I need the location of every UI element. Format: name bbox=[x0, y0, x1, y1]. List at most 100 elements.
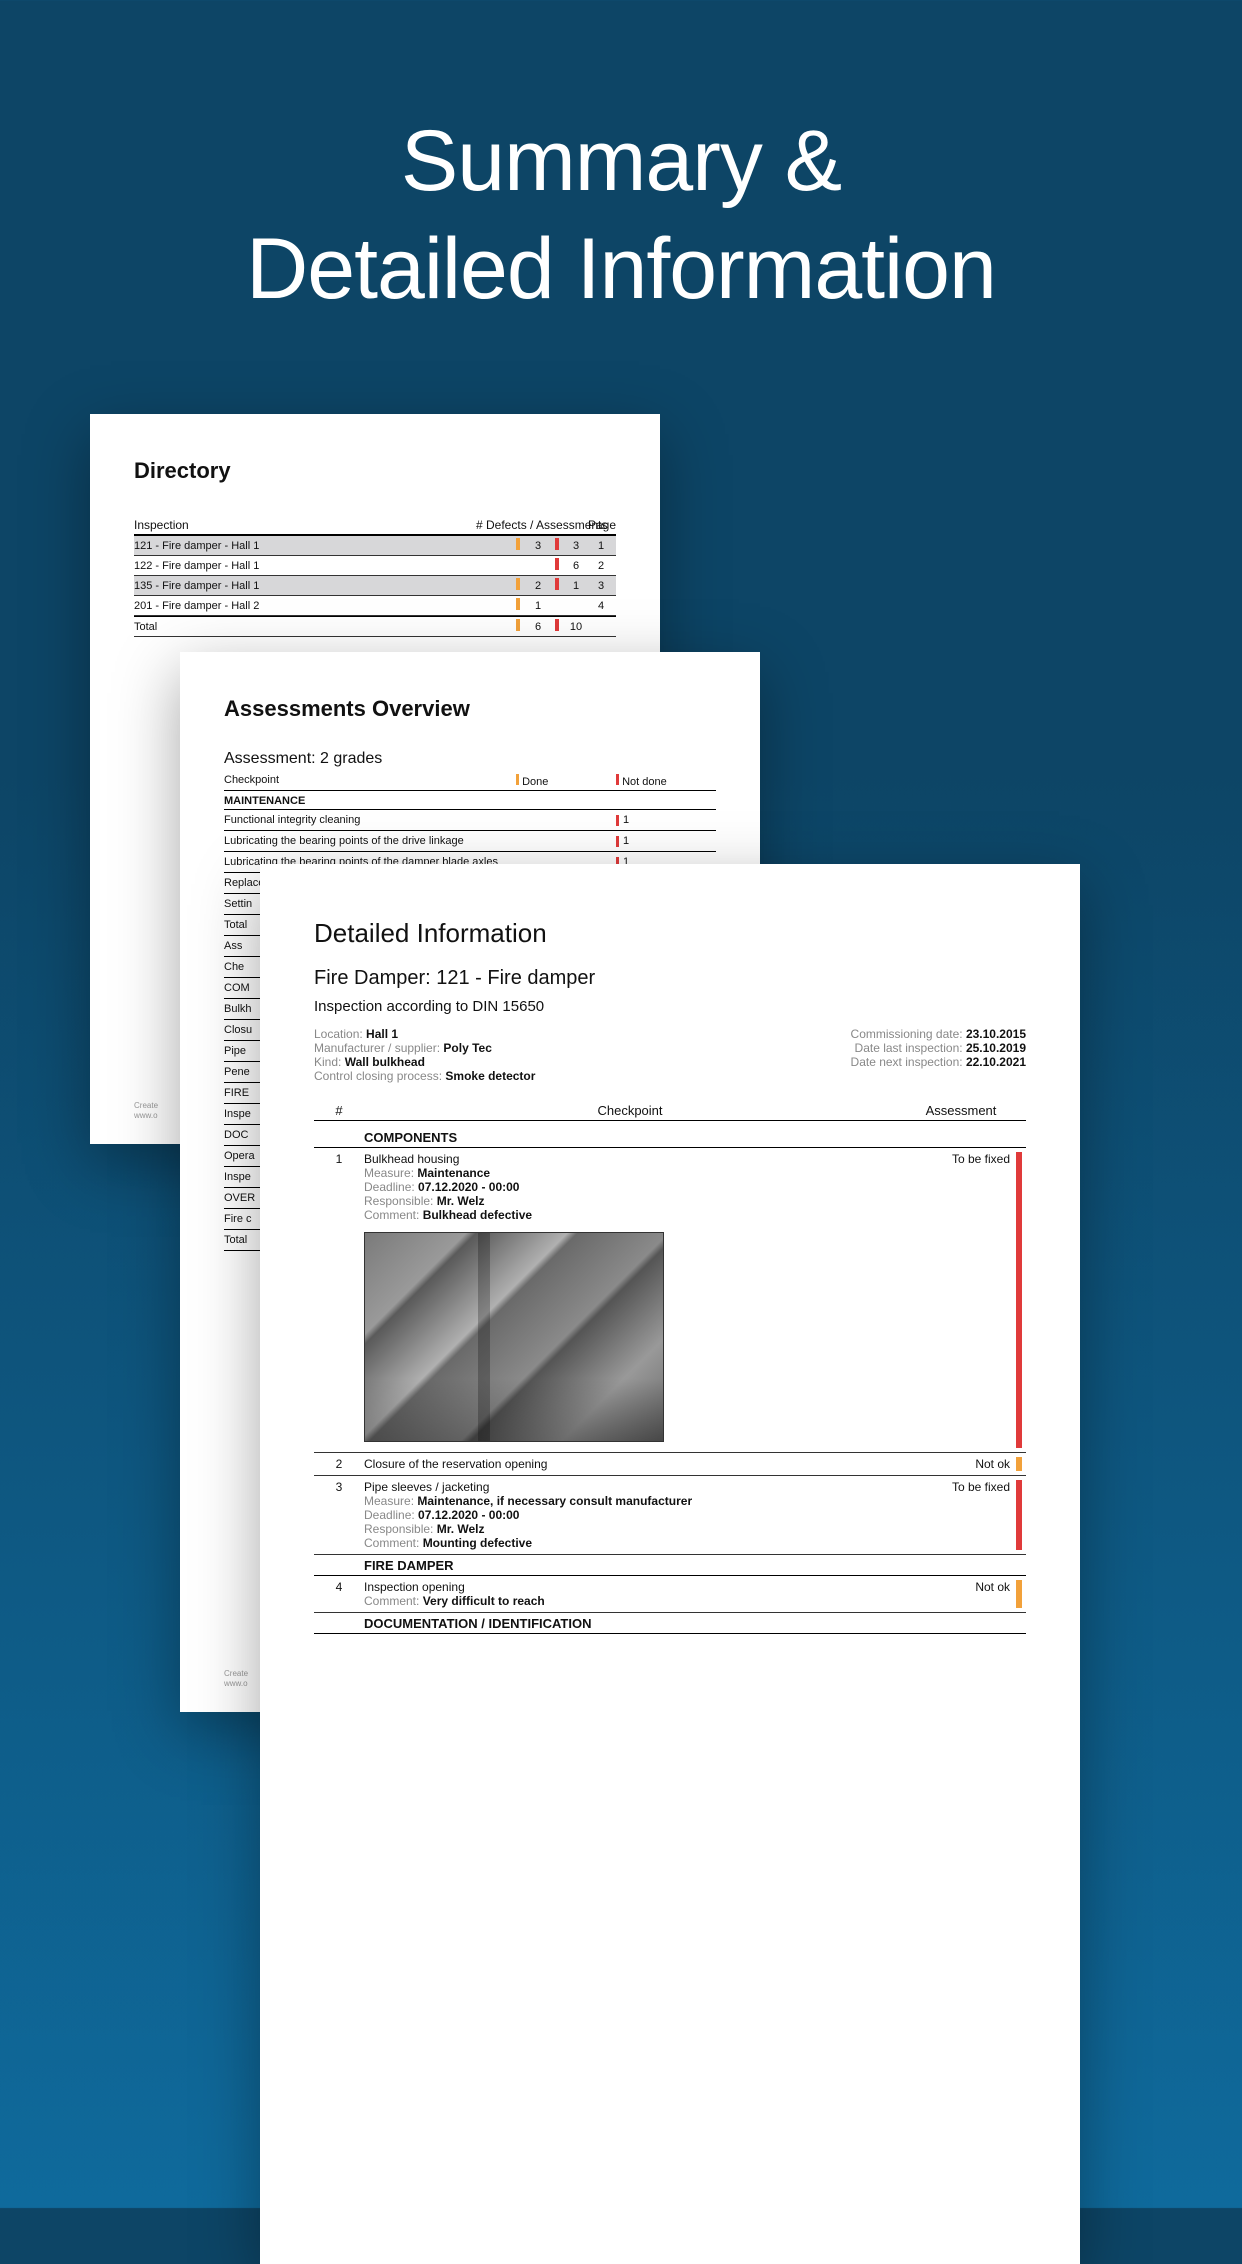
detail-row: 4Inspection openingComment: Very difficu… bbox=[314, 1576, 1026, 1613]
page-no: 1 bbox=[586, 540, 616, 552]
row-label: 122 - Fire damper - Hall 1 bbox=[134, 560, 508, 572]
col-assessment: Assessment bbox=[896, 1103, 1026, 1118]
col-n: # bbox=[314, 1103, 364, 1118]
meta-item: Kind: Wall bulkhead bbox=[314, 1055, 535, 1069]
detail-title: Detailed Information bbox=[314, 918, 1026, 949]
col-checkpoint: Checkpoint bbox=[224, 774, 516, 788]
done-tick bbox=[516, 774, 519, 785]
assess-val: 10 bbox=[566, 621, 586, 633]
tick-orange bbox=[516, 558, 520, 570]
checkpoint-name: Inspection opening bbox=[364, 1580, 906, 1594]
hero-title: Summary & Detailed Information bbox=[0, 0, 1242, 323]
notdone-val: 1 bbox=[616, 814, 716, 826]
col-notdone: Not done bbox=[616, 774, 716, 788]
assess-val: 1 bbox=[566, 580, 586, 592]
detail-header: # Checkpoint Assessment bbox=[314, 1103, 1026, 1121]
checkpoint-attr: Comment: Mounting defective bbox=[364, 1536, 906, 1550]
row-number: 2 bbox=[314, 1457, 364, 1471]
checkpoint-attr: Deadline: 07.12.2020 - 00:00 bbox=[364, 1508, 906, 1522]
directory-row: 135 - Fire damper - Hall 1 2 13 bbox=[134, 576, 616, 596]
checkpoint-attr: Responsible: Mr. Welz bbox=[364, 1194, 906, 1208]
checkpoint-name: Bulkhead housing bbox=[364, 1152, 906, 1166]
footer-www-2: www.o bbox=[224, 1679, 248, 1688]
overview-row: Functional integrity cleaning 1 bbox=[224, 810, 716, 831]
col-page: Page bbox=[576, 518, 616, 532]
notdone-tick bbox=[616, 774, 619, 785]
tick-orange bbox=[516, 598, 520, 610]
row-number: 3 bbox=[314, 1480, 364, 1550]
directory-row: 201 - Fire damper - Hall 214 bbox=[134, 596, 616, 616]
tick-orange bbox=[516, 538, 520, 550]
overview-header: Checkpoint Done Not done bbox=[224, 774, 716, 791]
document-stack: Directory Inspection # Defects / Assessm… bbox=[90, 414, 1150, 2214]
checkpoint-photo bbox=[364, 1232, 664, 1442]
checkpoint-attr: Comment: Bulkhead defective bbox=[364, 1208, 906, 1222]
checkpoint-attr: Deadline: 07.12.2020 - 00:00 bbox=[364, 1180, 906, 1194]
overview-subtitle: Assessment: 2 grades bbox=[224, 750, 716, 768]
notdone-val: 1 bbox=[616, 835, 716, 847]
footer-create: Create bbox=[134, 1101, 158, 1110]
assessment-label: Not ok bbox=[906, 1580, 1016, 1608]
assessment-label: To be fixed bbox=[906, 1480, 1016, 1550]
hero-line1: Summary & bbox=[401, 113, 841, 209]
assessment-bar bbox=[1016, 1580, 1022, 1608]
col-inspection: Inspection bbox=[134, 518, 476, 532]
row-label: 121 - Fire damper - Hall 1 bbox=[134, 540, 508, 552]
tick-red bbox=[555, 578, 559, 590]
page-detail: Detailed Information Fire Damper: 121 - … bbox=[260, 864, 1080, 2264]
checkpoint-attr: Responsible: Mr. Welz bbox=[364, 1522, 906, 1536]
detail-category: COMPONENTS bbox=[314, 1127, 1026, 1148]
hero-line2: Detailed Information bbox=[246, 221, 996, 317]
checkpoint-name: Closure of the reservation opening bbox=[364, 1457, 906, 1471]
meta-item: Control closing process: Smoke detector bbox=[314, 1069, 535, 1083]
detail-row: 1Bulkhead housingMeasure: MaintenanceDea… bbox=[314, 1148, 1026, 1453]
detail-meta: Location: Hall 1Manufacturer / supplier:… bbox=[314, 1027, 1026, 1083]
footer-www: www.o bbox=[134, 1111, 158, 1120]
footer-create-2: Create bbox=[224, 1669, 248, 1678]
tick-red bbox=[555, 619, 559, 631]
row-label: 135 - Fire damper - Hall 1 bbox=[134, 580, 508, 592]
checkpoint-attr: Comment: Very difficult to reach bbox=[364, 1594, 906, 1608]
detail-subtitle: Fire Damper: 121 - Fire damper bbox=[314, 967, 1026, 990]
directory-row: Total 6 10 bbox=[134, 616, 616, 637]
detail-category-cutoff: DOCUMENTATION / IDENTIFICATION bbox=[314, 1613, 1026, 1634]
col-done: Done bbox=[516, 774, 616, 788]
defects-val: 6 bbox=[528, 621, 548, 633]
meta-item: Date last inspection: 25.10.2019 bbox=[851, 1041, 1026, 1055]
row-label: Total bbox=[134, 621, 508, 633]
checkpoint-label: Functional integrity cleaning bbox=[224, 814, 516, 826]
checkpoint-name: Pipe sleeves / jacketing bbox=[364, 1480, 906, 1494]
checkpoint-attr: Measure: Maintenance bbox=[364, 1166, 906, 1180]
overview-title: Assessments Overview bbox=[224, 696, 716, 722]
row-number: 4 bbox=[314, 1580, 364, 1608]
detail-standard: Inspection according to DIN 15650 bbox=[314, 998, 1026, 1015]
detail-row: 2Closure of the reservation openingNot o… bbox=[314, 1453, 1026, 1476]
checkpoint-attr: Measure: Maintenance, if necessary consu… bbox=[364, 1494, 906, 1508]
row-label: 201 - Fire damper - Hall 2 bbox=[134, 600, 508, 612]
col-checkpoint: Checkpoint bbox=[364, 1103, 896, 1118]
assessment-bar bbox=[1016, 1152, 1022, 1448]
checkpoint-label: Lubricating the bearing points of the dr… bbox=[224, 835, 516, 847]
overview-category: MAINTENANCE bbox=[224, 791, 716, 810]
page-no: 4 bbox=[586, 600, 616, 612]
detail-row: 3Pipe sleeves / jacketingMeasure: Mainte… bbox=[314, 1476, 1026, 1555]
meta-item: Commissioning date: 23.10.2015 bbox=[851, 1027, 1026, 1041]
assessment-bar bbox=[1016, 1480, 1022, 1550]
detail-category: FIRE DAMPER bbox=[314, 1555, 1026, 1576]
col-defects: # Defects / Assessments bbox=[476, 518, 576, 532]
directory-title: Directory bbox=[134, 458, 616, 484]
tick-red bbox=[555, 598, 559, 610]
meta-item: Manufacturer / supplier: Poly Tec bbox=[314, 1041, 535, 1055]
meta-item: Location: Hall 1 bbox=[314, 1027, 535, 1041]
row-number: 1 bbox=[314, 1152, 364, 1448]
tick-orange bbox=[516, 578, 520, 590]
directory-row: 122 - Fire damper - Hall 162 bbox=[134, 556, 616, 576]
assess-val: 6 bbox=[566, 560, 586, 572]
page-no: 3 bbox=[586, 580, 616, 592]
tick-red bbox=[555, 558, 559, 570]
assessment-label: Not ok bbox=[906, 1457, 1016, 1471]
tick-orange bbox=[516, 619, 520, 631]
assess-val: 3 bbox=[566, 540, 586, 552]
defects-val: 2 bbox=[528, 580, 548, 592]
meta-item: Date next inspection: 22.10.2021 bbox=[851, 1055, 1026, 1069]
